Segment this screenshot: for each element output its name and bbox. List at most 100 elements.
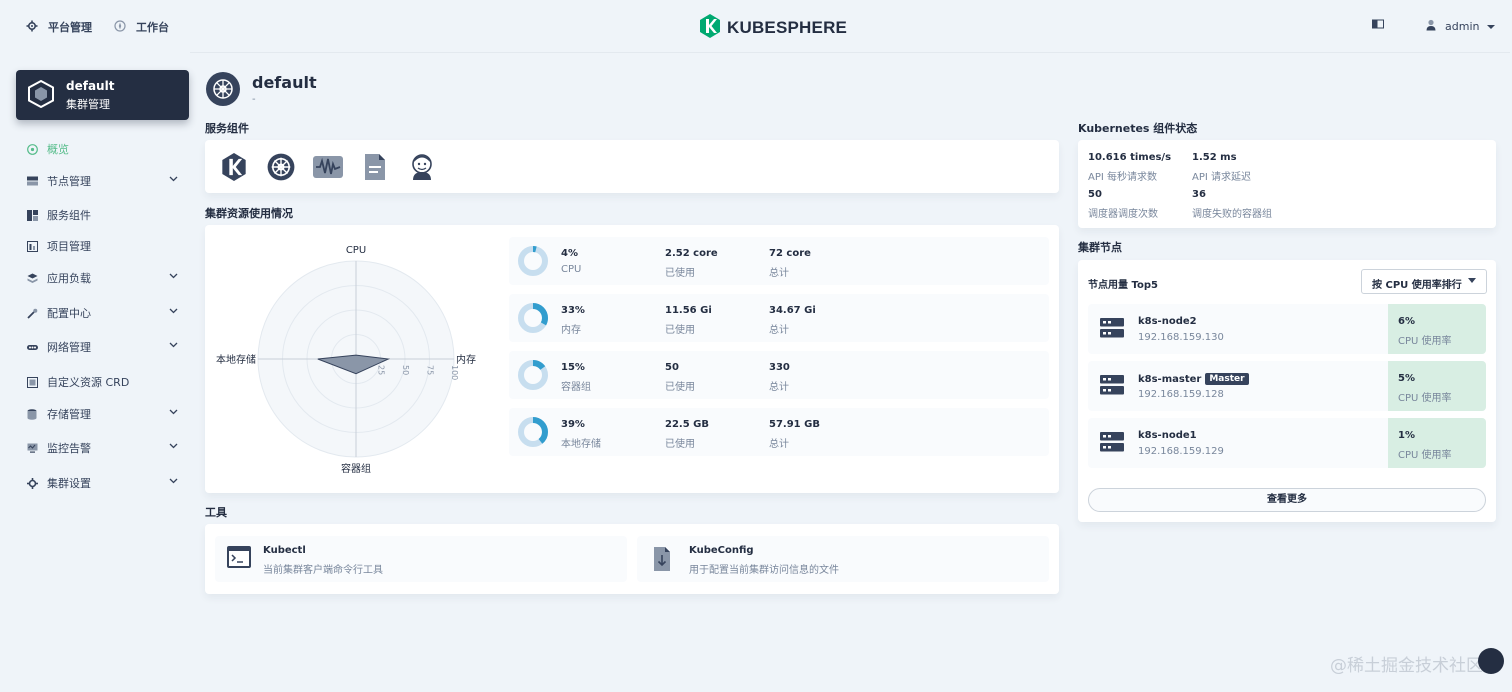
config-icon [26, 307, 38, 319]
sidebar-item-label: 概览 [47, 143, 69, 156]
notification-button[interactable] [1372, 19, 1384, 32]
kubernetes-logo-icon [206, 72, 240, 106]
usage-ring-icon [518, 417, 548, 447]
radar-tick-label: 100 [450, 365, 459, 380]
node-ip: 192.168.159.128 [1138, 389, 1224, 400]
devops-jenkins-icon[interactable] [407, 152, 437, 182]
sidebar-item-projects[interactable]: 项目管理 [26, 236, 182, 256]
section-title-nodes: 集群节点 [1078, 241, 1122, 254]
kubesphere-service-icon[interactable] [219, 152, 249, 182]
resource-used: 50 [665, 362, 679, 373]
stat-schedule-failures: 36 调度失败的容器组 [1192, 189, 1272, 220]
chevron-down-icon [169, 340, 178, 351]
tool-kubectl[interactable]: Kubectl 当前集群客户端命令行工具 [215, 536, 627, 582]
sidebar-item-monitoring[interactable]: 监控告警 [26, 438, 182, 458]
network-icon [26, 341, 38, 353]
header-divider [190, 52, 1510, 53]
server-icon [1100, 375, 1124, 398]
radar-axis-label: 本地存储 [216, 353, 256, 366]
radar-tick-label: 25 [377, 365, 386, 375]
scroll-top-button[interactable] [1478, 648, 1504, 674]
resource-used: 22.5 GB [665, 419, 709, 430]
sidebar-item-label: 集群设置 [47, 477, 91, 490]
resource-used-cell: 11.56 Gi 已使用 [665, 305, 712, 336]
sidebar-item-nodes[interactable]: 节点管理 [26, 171, 182, 191]
cluster-switcher[interactable]: default 集群管理 [16, 70, 189, 120]
node-row[interactable]: k8s-node1 192.168.159.129 1% CPU 使用率 [1088, 418, 1486, 468]
stat-api-latency: 1.52 ms API 请求延迟 [1192, 152, 1251, 183]
logging-service-icon[interactable] [360, 152, 390, 182]
tool-kubeconfig[interactable]: KubeConfig 用于配置当前集群访问信息的文件 [637, 536, 1049, 582]
brand-logo[interactable]: KUBESPHERE [699, 14, 847, 41]
sidebar-item-network[interactable]: 网络管理 [26, 337, 182, 357]
node-name: k8s-master [1138, 373, 1202, 385]
resource-percent-cell: 4% CPU [561, 248, 581, 275]
storage-icon [26, 408, 38, 420]
project-icon [26, 240, 38, 252]
resource-used-cell: 50 已使用 [665, 362, 695, 393]
sidebar-item-workloads[interactable]: 应用负载 [26, 268, 182, 288]
nav-workbench[interactable]: 工作台 [114, 19, 169, 35]
sidebar-item-overview[interactable]: 概览 [26, 139, 182, 159]
monitor-icon [26, 442, 38, 454]
resource-total-cell: 34.67 Gi 总计 [769, 305, 816, 336]
tool-name: Kubectl [263, 545, 306, 556]
sidebar-item-crd[interactable]: 自定义资源 CRD [26, 372, 182, 392]
resource-used-cell: 2.52 core 已使用 [665, 248, 718, 279]
brand-name: KUBESPHERE [727, 17, 848, 37]
node-usage-value: 6% [1398, 316, 1415, 327]
node-cpu-usage: 6% CPU 使用率 [1388, 304, 1486, 354]
resource-used-label: 已使用 [665, 325, 695, 336]
server-icon [1100, 432, 1124, 455]
node-row[interactable]: k8s-master Master 192.168.159.128 5% CPU 使用率 [1088, 361, 1486, 411]
node-name-wrap: k8s-node2 [1138, 316, 1197, 327]
resource-total: 57.91 GB [769, 419, 820, 430]
node-cpu-usage: 1% CPU 使用率 [1388, 418, 1486, 468]
resource-total-cell: 330 总计 [769, 362, 790, 393]
sidebar-item-components[interactable]: 服务组件 [26, 205, 182, 225]
node-ip: 192.168.159.130 [1138, 332, 1224, 343]
username: admin [1445, 20, 1480, 33]
resource-name: 本地存储 [561, 439, 601, 450]
sort-select-value: 按 CPU 使用率排行 [1372, 280, 1462, 291]
stat-value: 50 [1088, 189, 1102, 200]
sidebar-item-label: 节点管理 [47, 175, 91, 188]
radar-tick-label: 75 [426, 365, 435, 375]
chevron-down-icon [1487, 20, 1496, 33]
resource-used-label: 已使用 [665, 439, 695, 450]
tool-description: 当前集群客户端命令行工具 [263, 565, 383, 576]
sidebar-item-config-center[interactable]: 配置中心 [26, 303, 182, 323]
monitoring-service-icon[interactable] [313, 152, 343, 182]
node-sort-select[interactable]: 按 CPU 使用率排行 [1361, 269, 1487, 294]
nav-platform-manage[interactable]: 平台管理 [26, 19, 92, 35]
tools-panel: Kubectl 当前集群客户端命令行工具 KubeConfig 用于配置当前集群… [205, 524, 1059, 594]
usage-ring-icon [518, 360, 548, 390]
kubernetes-service-icon[interactable] [266, 152, 296, 182]
page-title: default [252, 73, 317, 92]
sidebar-item-cluster-settings[interactable]: 集群设置 [26, 473, 182, 493]
node-usage-label: CPU 使用率 [1398, 393, 1452, 404]
node-usage-label: CPU 使用率 [1398, 336, 1452, 347]
stat-label: 调度器调度次数 [1088, 209, 1158, 220]
view-more-button[interactable]: 查看更多 [1088, 488, 1486, 512]
kubesphere-logo-icon [699, 14, 721, 41]
cluster-name: default [66, 78, 115, 93]
tool-description: 用于配置当前集群访问信息的文件 [689, 565, 839, 576]
resource-used-cell: 22.5 GB 已使用 [665, 419, 709, 450]
gear-icon [26, 20, 38, 35]
crd-icon [26, 376, 38, 388]
caret-down-icon [1468, 278, 1476, 283]
node-row[interactable]: k8s-node2 192.168.159.130 6% CPU 使用率 [1088, 304, 1486, 354]
chevron-down-icon [169, 476, 178, 487]
user-menu[interactable]: admin [1425, 19, 1496, 34]
appload-icon [26, 272, 38, 284]
node-name-wrap: k8s-master Master [1138, 373, 1249, 385]
node-usage-value: 1% [1398, 430, 1415, 441]
radar-tick-label: 50 [401, 365, 410, 375]
resource-name: CPU [561, 264, 582, 275]
resource-total-label: 总计 [769, 325, 789, 336]
sidebar-item-storage[interactable]: 存储管理 [26, 404, 182, 424]
resource-percent: 4% [561, 248, 578, 259]
node-name: k8s-node2 [1138, 316, 1197, 327]
stat-api-rps: 10.616 times/s API 每秒请求数 [1088, 152, 1171, 183]
